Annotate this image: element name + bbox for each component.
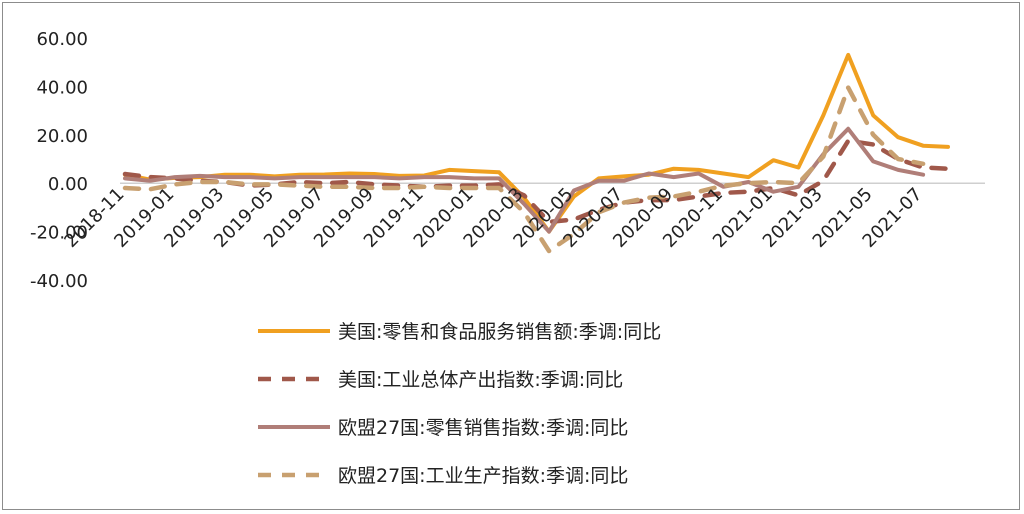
y-tick-label: 20.00: [36, 126, 88, 147]
series-line-4: [122, 85, 926, 254]
legend: 美国:零售和食品服务销售额:季调:同比美国:工业总体产出指数:季调:同比欧盟27…: [258, 321, 661, 487]
y-tick-label: -20.00: [30, 223, 88, 244]
legend-label: 欧盟27国:工业生产指数:季调:同比: [338, 465, 628, 487]
series-line-1: [123, 52, 950, 234]
legend-label: 美国:工业总体产出指数:季调:同比: [338, 369, 623, 391]
y-tick-label: 60.00: [36, 29, 88, 50]
series-lines: [122, 52, 951, 254]
legend-label: 欧盟27国:零售销售指数:季调:同比: [338, 417, 628, 439]
y-tick-label: -40.00: [30, 271, 88, 292]
series-line-3: [123, 126, 926, 234]
y-axis-tick-labels: 60.00 40.00 20.00 0.00 -20.00 -40.00: [30, 29, 88, 292]
legend-label: 美国:零售和食品服务销售额:季调:同比: [338, 321, 661, 343]
y-tick-label: 40.00: [36, 77, 88, 98]
y-tick-label: 0.00: [48, 174, 88, 195]
